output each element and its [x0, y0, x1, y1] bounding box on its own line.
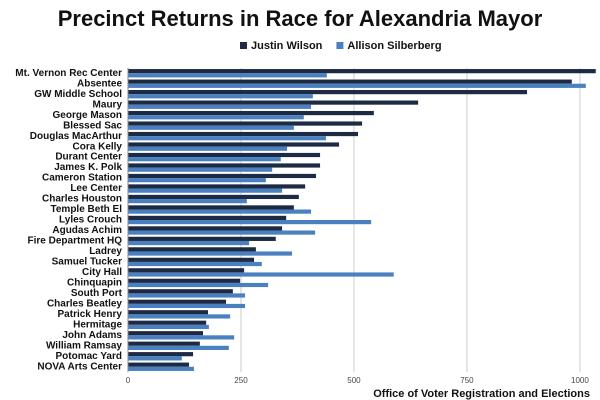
bar	[128, 115, 304, 120]
bar	[128, 199, 247, 204]
bar	[128, 345, 229, 350]
bar	[128, 272, 394, 277]
bar	[128, 362, 190, 367]
y-tick-label: Hermitage	[73, 319, 122, 330]
y-tick-label: Charles Beatley	[47, 299, 122, 310]
bar	[128, 257, 255, 262]
bar	[128, 226, 283, 231]
bar	[128, 90, 528, 95]
y-tick-label: William Ramsay	[46, 340, 122, 351]
y-tick-label: City Hall	[82, 267, 122, 278]
bar	[128, 194, 299, 200]
y-tick-label: NOVA Arts Center	[37, 361, 122, 372]
bar	[128, 94, 313, 99]
bar	[128, 163, 321, 168]
bar	[128, 220, 372, 225]
bar	[128, 230, 316, 235]
y-tick-label: Blessed Sac	[63, 120, 122, 131]
bar	[128, 157, 281, 162]
bar	[128, 293, 246, 298]
bar	[128, 341, 200, 346]
legend-label: Justin Wilson	[251, 40, 323, 52]
x-tick-label: 250	[234, 376, 248, 385]
bar	[128, 79, 572, 84]
bar	[128, 215, 287, 220]
y-tick-label: Potomac Yard	[55, 351, 122, 362]
bar	[128, 261, 262, 267]
bar	[128, 352, 194, 357]
y-tick-label: James K. Polk	[54, 162, 122, 173]
bar	[128, 335, 235, 340]
chart-title: Precinct Returns in Race for Alexandria …	[58, 6, 543, 31]
bar	[128, 356, 182, 361]
bar	[128, 131, 359, 137]
bar	[128, 299, 227, 304]
y-tick-label: Temple Beth El	[51, 204, 123, 215]
y-tick-label: Chinquapin	[67, 278, 122, 289]
bar	[128, 314, 231, 319]
bar	[128, 178, 266, 183]
x-tick-label: 1000	[571, 376, 589, 385]
y-tick-label: Douglas MacArthur	[30, 131, 122, 142]
bar	[128, 303, 246, 309]
y-tick-label: GW Middle School	[34, 89, 122, 100]
y-tick-label: Cameron Station	[42, 173, 122, 184]
bar	[128, 289, 233, 294]
bar	[128, 69, 596, 74]
bar	[128, 184, 306, 189]
y-tick-label: John Adams	[62, 330, 122, 341]
y-tick-label: Agudas Achim	[52, 225, 122, 236]
bar	[128, 104, 312, 109]
y-tick-label: Patrick Henry	[58, 309, 123, 320]
bar	[128, 188, 283, 193]
y-tick-label: Lee Center	[70, 183, 122, 194]
bar	[128, 110, 374, 116]
bar	[128, 282, 269, 288]
bar	[128, 209, 312, 214]
x-tick-label: 0	[126, 376, 131, 385]
y-tick-label: Fire Department HQ	[28, 236, 123, 247]
bar	[128, 320, 207, 325]
bar	[128, 121, 363, 126]
x-tick-label: 500	[347, 376, 361, 385]
bar	[128, 278, 241, 283]
y-tick-label: Charles Houston	[42, 194, 122, 205]
bar	[128, 366, 194, 371]
y-tick-label: Samuel Tucker	[52, 257, 123, 268]
bar	[128, 83, 586, 88]
bar	[128, 125, 294, 130]
y-tick-label: Ladrey	[89, 246, 122, 257]
y-tick-label: Mt. Vernon Rec Center	[15, 68, 122, 79]
bar	[128, 236, 276, 241]
y-tick-label: Maury	[93, 99, 123, 110]
y-tick-label: Absentee	[77, 78, 122, 89]
bar	[128, 146, 288, 151]
bar	[128, 268, 245, 273]
bar	[128, 324, 209, 330]
bar	[128, 100, 419, 105]
legend-label: Allison Silberberg	[347, 40, 441, 52]
x-tick-label: 750	[460, 376, 474, 385]
bar	[128, 167, 273, 172]
bar	[128, 136, 326, 141]
bar	[128, 247, 256, 252]
bar	[128, 251, 293, 256]
y-tick-label: Lyles Crouch	[59, 215, 122, 226]
bar	[128, 173, 316, 179]
legend-swatch	[336, 42, 344, 49]
legend-swatch	[240, 42, 247, 49]
bar	[128, 73, 327, 78]
y-tick-label: Cora Kelly	[73, 141, 123, 152]
bar	[128, 331, 204, 336]
bar	[128, 142, 340, 147]
source: Office of Voter Registration and Electio…	[373, 388, 590, 400]
y-tick-label: Durant Center	[55, 152, 122, 163]
bar	[128, 152, 321, 158]
y-tick-label: South Port	[71, 288, 123, 299]
bar	[128, 240, 250, 246]
bar	[128, 310, 208, 315]
bar	[128, 205, 294, 210]
y-tick-label: George Mason	[53, 110, 122, 121]
